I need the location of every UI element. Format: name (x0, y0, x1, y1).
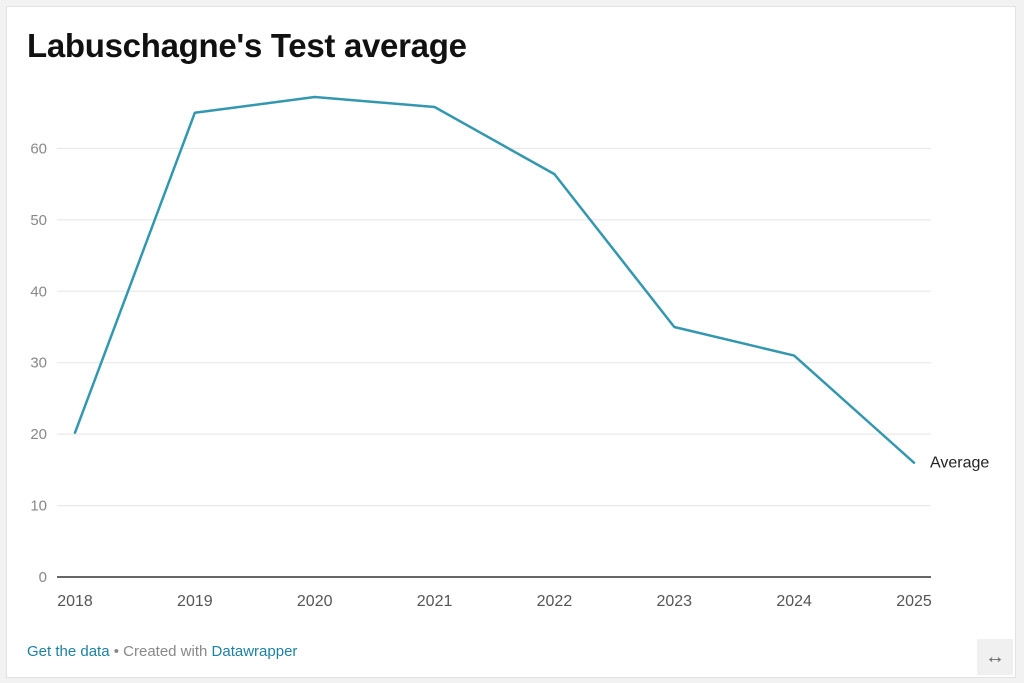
x-tick-label: 2022 (537, 593, 573, 610)
chart-frame: Labuschagne's Test average 0 10 20 30 40 50 60… (6, 6, 1016, 678)
y-tick-label: 60 (30, 140, 47, 157)
x-tick-label: 2019 (177, 593, 213, 610)
datawrapper-link[interactable]: Datawrapper (211, 643, 298, 660)
y-tick-label: 0 (39, 569, 47, 586)
footer-separator: • Created with (109, 643, 212, 660)
y-tick-label: 30 (30, 355, 47, 372)
horizontal-arrows-icon: ↔ (985, 645, 1005, 668)
x-tick-label: 2018 (57, 593, 93, 610)
get-data-link[interactable]: Get the data (27, 643, 110, 660)
line-chart: 0 10 20 30 40 50 60 2018 2019 2020 2021 2022 2023 202… (30, 95, 989, 610)
x-tick-label: 2024 (776, 593, 812, 610)
x-tick-label: 2021 (417, 593, 453, 610)
expand-button[interactable]: ↔ (977, 639, 1013, 675)
y-tick-label: 10 (30, 498, 47, 515)
x-tick-label: 2023 (656, 593, 692, 610)
footer: Get the data • Created with Datawrapper (27, 643, 297, 660)
chart-title: Labuschagne's Test average (27, 27, 467, 64)
y-tick-label: 20 (30, 426, 47, 443)
y-tick-label: 50 (30, 212, 47, 229)
x-tick-label: 2025 (896, 593, 932, 610)
x-tick-label: 2020 (297, 593, 333, 610)
series-label: Average (930, 455, 989, 472)
y-tick-label: 40 (30, 283, 47, 300)
series-line (73, 95, 916, 464)
